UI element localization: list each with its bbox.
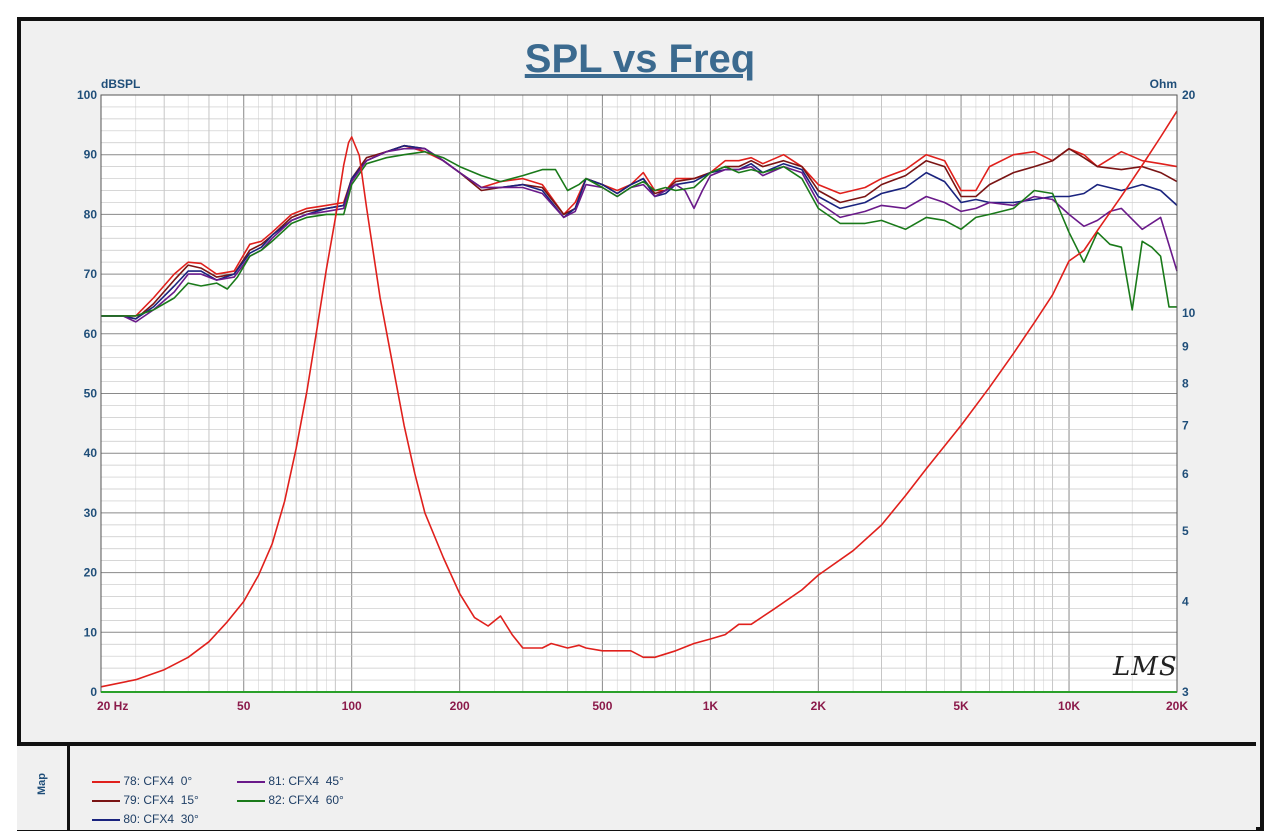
left-axis-label: dBSPL bbox=[101, 77, 140, 91]
right-tick-label: 9 bbox=[1182, 339, 1189, 353]
series-line-5 bbox=[100, 110, 1178, 688]
left-tick-label: 60 bbox=[84, 327, 98, 341]
right-tick-label: 10 bbox=[1182, 306, 1196, 320]
legend-label-78: 78: CFX4 0° bbox=[123, 774, 193, 788]
series-line-2 bbox=[101, 144, 1178, 320]
series-layer bbox=[100, 110, 1178, 688]
chart-title: SPL vs Freq bbox=[525, 37, 755, 81]
right-tick-label: 4 bbox=[1182, 594, 1189, 608]
left-tick-label: 70 bbox=[84, 267, 98, 281]
legend-item-78: 78: CFX4 0° bbox=[79, 760, 192, 802]
x-tick-label: 1K bbox=[703, 699, 719, 713]
left-tick-label: 10 bbox=[84, 625, 98, 639]
legend-label-79: 79: CFX4 15° bbox=[123, 793, 199, 807]
lms-signature: LMS bbox=[1113, 652, 1178, 682]
right-tick-label: 20 bbox=[1182, 88, 1196, 102]
left-tick-label: 20 bbox=[84, 566, 98, 580]
left-tick-label: 50 bbox=[84, 387, 98, 401]
legend-label-80: 80: CFX4 30° bbox=[123, 812, 199, 826]
legend-item-79: 79: CFX4 15° bbox=[79, 779, 199, 821]
x-tick-label: 50 bbox=[237, 699, 251, 713]
right-tick-label: 5 bbox=[1182, 524, 1189, 538]
x-tick-label: 200 bbox=[450, 699, 470, 713]
legend-item-81: 81: CFX4 45° bbox=[224, 760, 344, 802]
legend-swatch-79 bbox=[92, 799, 121, 802]
left-tick-label: 80 bbox=[84, 207, 98, 221]
left-tick-label: 100 bbox=[77, 88, 97, 102]
map-tab[interactable]: Map bbox=[17, 746, 70, 830]
left-tick-label: 40 bbox=[84, 446, 98, 460]
right-tick-label: 6 bbox=[1182, 467, 1189, 481]
axes-layer: 0 10 20 30 40 50 60 70 80 90 100 3 4 5 6 7 8 9 10 20 20 Hz 50… bbox=[77, 88, 1196, 713]
left-tick-label: 90 bbox=[84, 148, 98, 162]
legend-item-82: 82: CFX4 60° bbox=[224, 779, 344, 821]
x-tick-label: 100 bbox=[342, 699, 362, 713]
series-line-3 bbox=[101, 147, 1178, 323]
x-tick-label: 20K bbox=[1166, 699, 1188, 713]
left-tick-label: 30 bbox=[84, 506, 98, 520]
right-axis-label: Ohm bbox=[1150, 77, 1177, 91]
legend-label-81: 81: CFX4 45° bbox=[268, 774, 344, 788]
x-tick-label: 20 Hz bbox=[97, 699, 128, 713]
right-tick-label: 3 bbox=[1182, 685, 1189, 699]
chart-svg: SPL vs Freq 0 10 20 30 40 50 60 70 80 90 100 3 4 5 6 7 8… bbox=[77, 37, 1196, 713]
series-line-4 bbox=[101, 150, 1177, 317]
right-tick-label: 8 bbox=[1182, 376, 1189, 390]
legend-swatch-81 bbox=[237, 780, 266, 783]
x-tick-label: 2K bbox=[811, 699, 827, 713]
right-tick-label: 7 bbox=[1182, 418, 1189, 432]
legend-panel: Map 78: CFX4 0° 79: CFX4 15° 80: CFX4 30… bbox=[17, 742, 1256, 830]
legend-swatch-78 bbox=[92, 780, 121, 783]
x-tick-label: 500 bbox=[592, 699, 612, 713]
legend-label-82: 82: CFX4 60° bbox=[268, 793, 344, 807]
legend-item-80: 80: CFX4 30° bbox=[79, 798, 199, 840]
x-tick-label: 10K bbox=[1058, 699, 1080, 713]
legend-swatch-82 bbox=[237, 799, 266, 802]
map-tab-label: Map bbox=[36, 773, 48, 795]
x-tick-label: 5K bbox=[953, 699, 969, 713]
legend-swatch-80 bbox=[92, 818, 121, 821]
left-tick-label: 0 bbox=[90, 685, 97, 699]
